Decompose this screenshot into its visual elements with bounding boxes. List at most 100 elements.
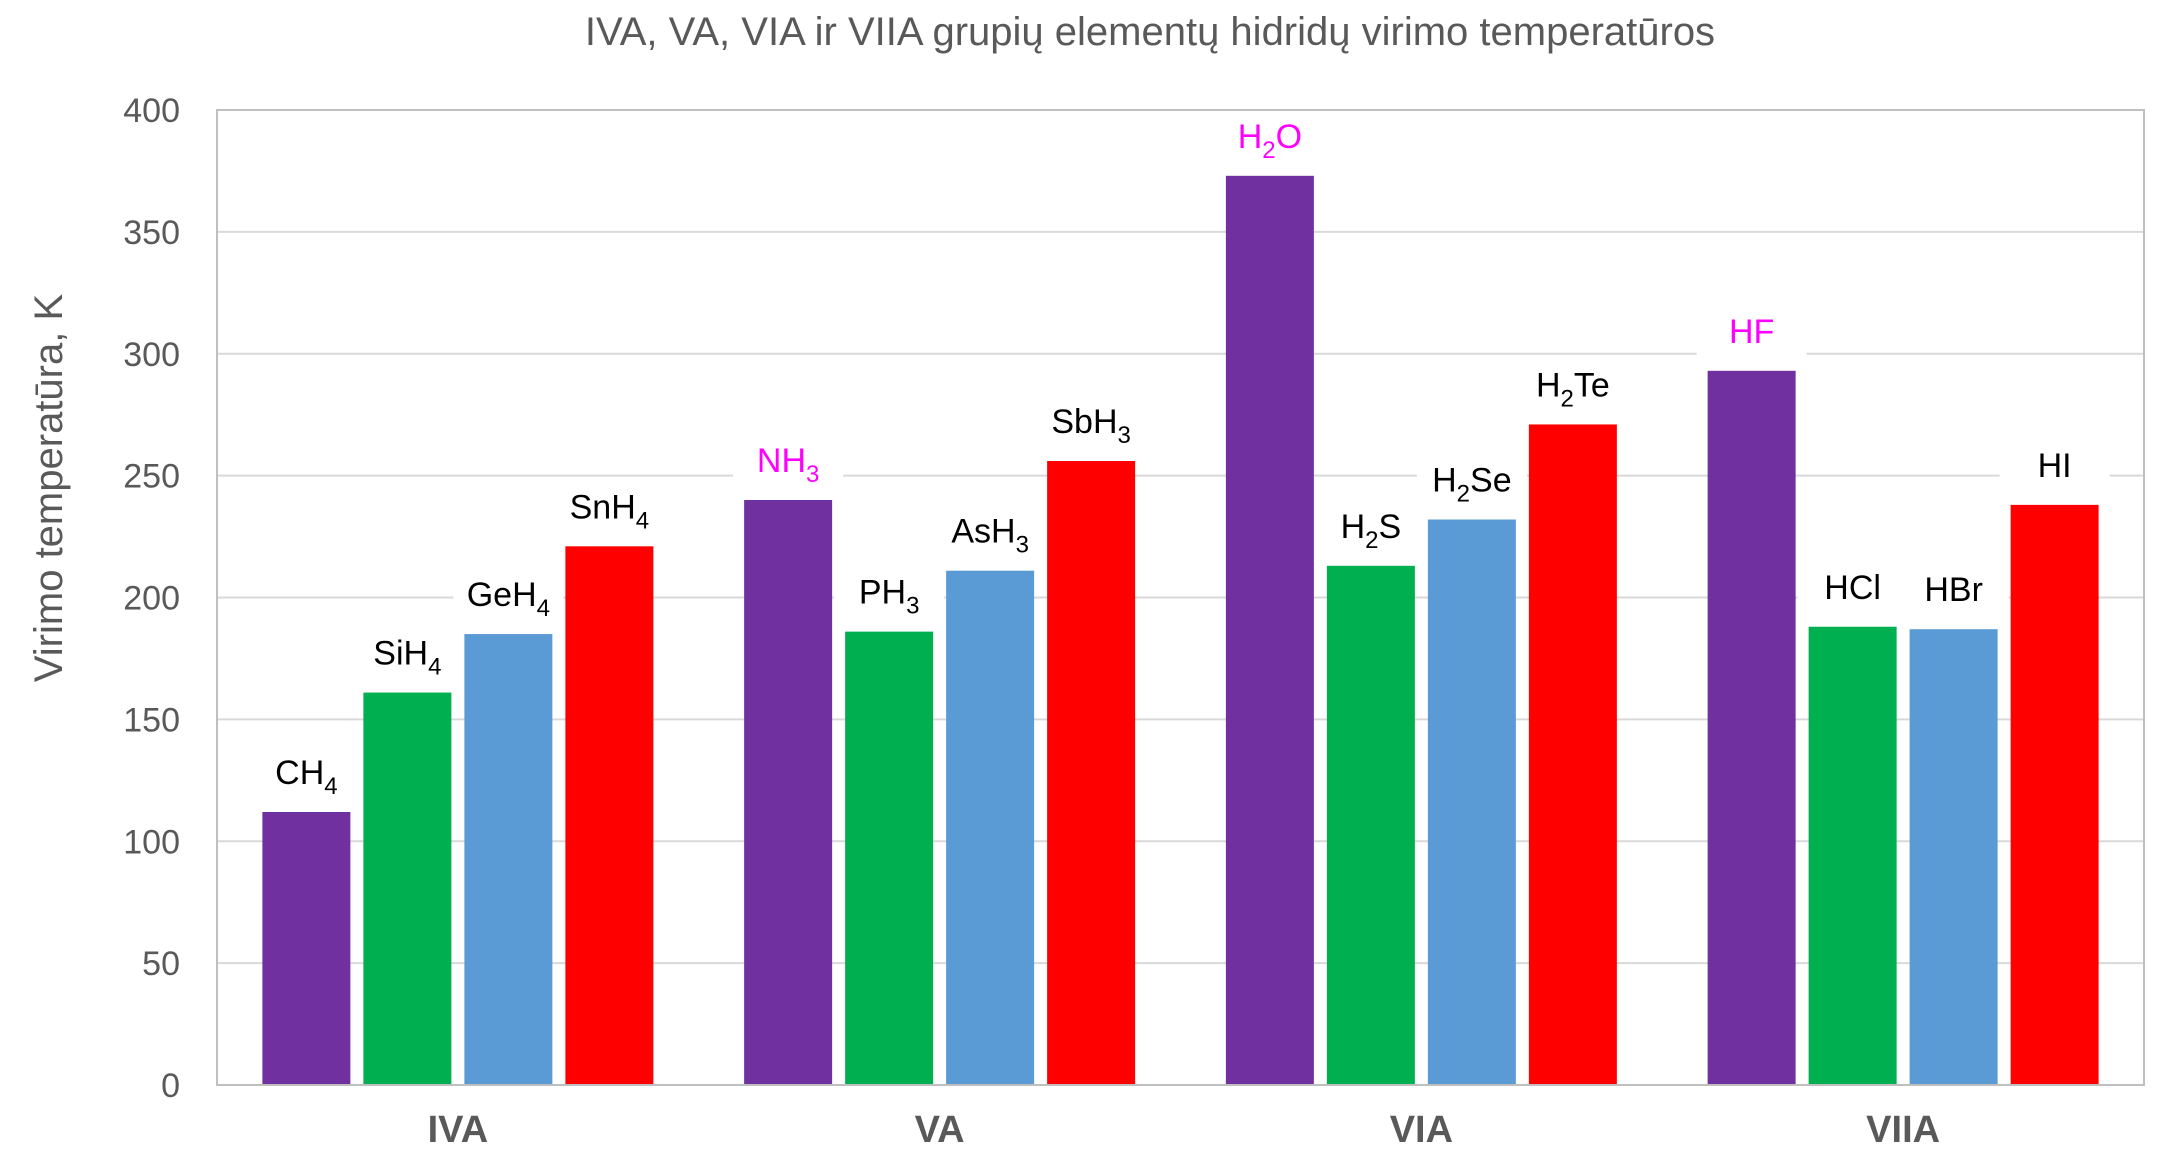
data-label-subscript: 4	[636, 507, 649, 534]
data-label: H2Te	[1536, 366, 1610, 412]
data-label-background	[554, 484, 665, 535]
y-tick-label: 250	[123, 458, 180, 496]
data-label-background	[1315, 503, 1426, 554]
data-label-suffix: Se	[1470, 462, 1512, 500]
data-label: SiH4	[373, 635, 441, 681]
y-tick-label: 300	[123, 336, 180, 374]
data-label-subscript: 4	[537, 595, 550, 622]
category-labels: IVA VA VIA VIIA	[428, 1109, 1940, 1150]
data-labels: CH4SiH4GeH4SnH4NH3PH3AsH3SbH3H2OH2SH2SeH…	[251, 113, 2110, 800]
data-label-subscript: 2	[1457, 481, 1470, 508]
bar	[1225, 175, 1314, 1085]
bar	[1707, 370, 1796, 1085]
y-tick-label: 400	[123, 92, 180, 130]
data-label: HBr	[1924, 571, 1983, 609]
data-label-main: GeH	[467, 576, 537, 614]
bar	[1326, 565, 1415, 1085]
data-label-background	[1036, 399, 1147, 449]
data-label-background	[1999, 442, 2110, 493]
plot-area-border	[216, 109, 2145, 1086]
data-label-subscript: 4	[324, 773, 337, 800]
data-label-main: HCl	[1824, 569, 1881, 607]
y-tick-label: 50	[142, 945, 180, 983]
data-label-subscript: 2	[1365, 527, 1378, 554]
data-label-subscript: 2	[1561, 385, 1574, 412]
data-label-main: NH	[757, 442, 806, 480]
data-label: SnH4	[570, 488, 650, 534]
data-label-subscript: 4	[428, 654, 441, 681]
data-label-subscript: 3	[906, 593, 919, 620]
data-label: PH3	[859, 574, 920, 620]
data-label-suffix: S	[1378, 508, 1401, 546]
category-label: IVA	[428, 1109, 489, 1150]
data-label: CH4	[275, 754, 337, 800]
data-label-main: SbH	[1051, 403, 1117, 441]
y-axis-label: Virimo temperatūra, K	[27, 294, 71, 683]
data-label-background	[1696, 308, 1807, 359]
data-label-background	[453, 572, 564, 623]
data-label: AsH3	[951, 513, 1029, 559]
data-label: HF	[1729, 313, 1774, 351]
data-label-main: H	[1341, 508, 1366, 546]
data-label-main: SnH	[570, 488, 636, 526]
bar	[1909, 629, 1998, 1085]
bar	[845, 631, 934, 1085]
data-label-main: SiH	[373, 635, 428, 673]
data-label: GeH4	[467, 576, 550, 622]
y-tick-label: 350	[123, 214, 180, 252]
data-label-subscript: 3	[1016, 532, 1029, 559]
data-label-background	[935, 508, 1046, 559]
category-label: VA	[915, 1109, 965, 1150]
data-label: H2S	[1341, 508, 1402, 554]
data-label-subscript: 3	[806, 461, 819, 488]
data-label-subscript: 2	[1262, 137, 1275, 164]
data-label: H2O	[1238, 118, 1302, 164]
data-label-background	[834, 569, 945, 620]
bar	[744, 500, 833, 1085]
chart-title: IVA, VA, VIA ir VIIA grupių elementų hid…	[585, 10, 1715, 54]
y-tick-label: 150	[123, 701, 180, 739]
y-tick-label: 0	[161, 1067, 180, 1105]
category-label: VIIA	[1866, 1109, 1940, 1150]
data-label-main: AsH	[951, 513, 1015, 551]
data-label-suffix: O	[1276, 118, 1302, 156]
bar	[262, 812, 351, 1085]
data-label-background	[1416, 457, 1527, 508]
bar	[1528, 424, 1617, 1085]
bar	[2010, 504, 2099, 1085]
y-tick-label: 100	[123, 823, 180, 861]
bar	[1047, 461, 1136, 1085]
data-label: HI	[2038, 447, 2072, 485]
data-label-main: HF	[1729, 313, 1774, 351]
category-label: VIA	[1390, 1109, 1453, 1150]
data-label-main: H	[1536, 366, 1561, 404]
bar	[1427, 519, 1516, 1085]
data-label-main: PH	[859, 574, 906, 612]
y-tick-label: 200	[123, 580, 180, 618]
data-label-background	[1517, 362, 1628, 413]
data-label-background	[251, 750, 362, 800]
data-label-background	[733, 438, 844, 488]
bar	[565, 546, 654, 1085]
bar	[363, 692, 452, 1085]
data-label-main: CH	[275, 754, 324, 792]
data-label-background	[1214, 113, 1325, 164]
data-label-main: HBr	[1924, 571, 1983, 609]
data-label-suffix: Te	[1574, 366, 1610, 404]
data-label: HCl	[1824, 569, 1881, 607]
data-label-main: HI	[2038, 447, 2072, 485]
bar	[946, 570, 1035, 1085]
data-label-subscript: 3	[1118, 422, 1131, 449]
y-tick-labels: 0 50 100 150 200 250 300 350 400	[123, 92, 180, 1105]
data-label-main: H	[1432, 462, 1457, 500]
data-label-background	[1797, 564, 1908, 615]
data-label-background	[352, 630, 463, 681]
data-label: H2Se	[1432, 462, 1512, 508]
bar	[464, 634, 553, 1085]
data-label-background	[1898, 567, 2009, 618]
data-label: NH3	[757, 442, 819, 488]
data-label: SbH3	[1051, 403, 1131, 449]
data-label-main: H	[1238, 118, 1263, 156]
bar	[1808, 626, 1897, 1085]
